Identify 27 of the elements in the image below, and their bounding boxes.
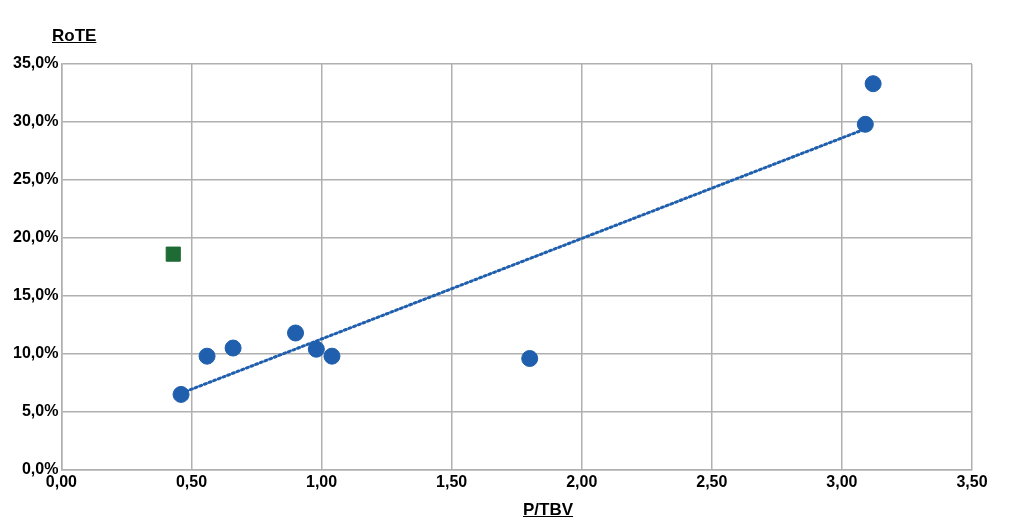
- point: [172, 385, 190, 403]
- point: [165, 246, 181, 262]
- y-tick-label: 15,0%: [12, 286, 59, 304]
- point: [198, 347, 216, 365]
- point: [864, 75, 882, 93]
- point: [521, 350, 539, 367]
- y-tick-label: 35,0%: [12, 54, 59, 72]
- x-tick-label: 3,00: [826, 472, 858, 490]
- y-tick-label: 10,0%: [12, 344, 59, 362]
- x-tick-label: 1,00: [305, 472, 338, 490]
- x-tick-label: 1,50: [436, 472, 468, 490]
- y-tick-label: 20,0%: [12, 228, 59, 246]
- point: [224, 339, 242, 357]
- y-tick-label: 5,0%: [21, 402, 59, 420]
- x-axis-title: P/TBV: [521, 500, 575, 520]
- x-tick-label: 2,00: [566, 472, 598, 490]
- point: [287, 324, 305, 342]
- y-tick-label: 0,0%: [21, 460, 59, 478]
- x-tick-label: 2,50: [696, 472, 728, 490]
- y-axis-title: RoTE: [52, 26, 97, 46]
- x-tick-label: 3,50: [956, 472, 988, 490]
- y-tick-label: 25,0%: [12, 170, 59, 188]
- point: [856, 115, 874, 133]
- point: [307, 340, 325, 358]
- point: [323, 347, 341, 365]
- y-tick-label: 30,0%: [12, 112, 59, 130]
- x-tick-label: 0,50: [175, 472, 208, 490]
